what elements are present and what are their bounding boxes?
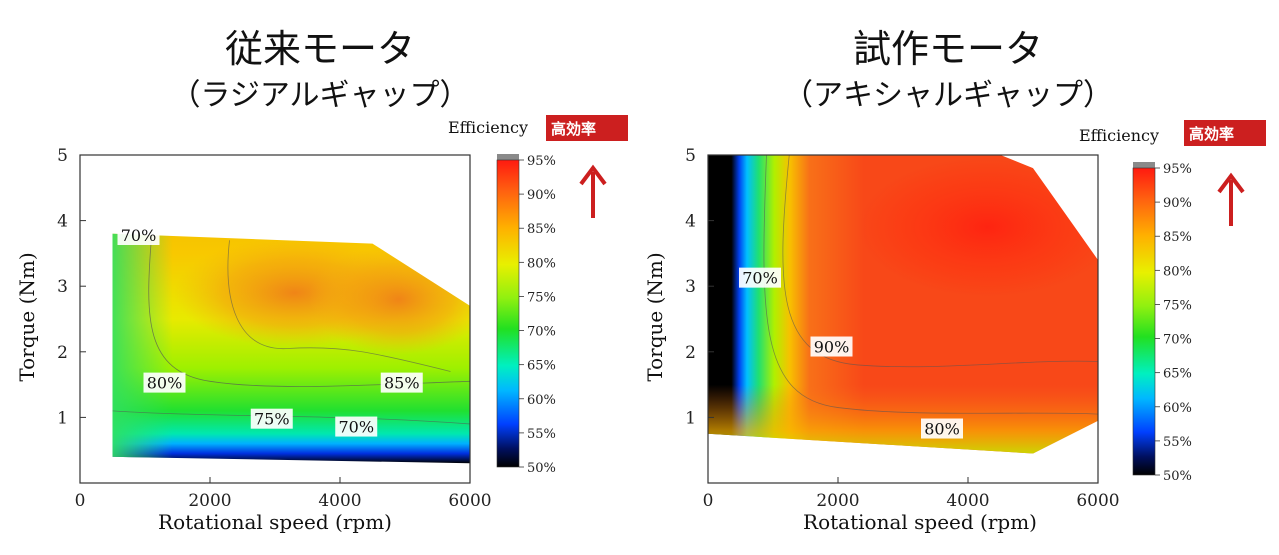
right-high-efficiency-badge	[1184, 120, 1266, 146]
contour-label: 70%	[121, 226, 157, 245]
y-tick-label: 4	[57, 212, 68, 232]
contour-label-bg	[810, 336, 853, 357]
y-tick-label: 5	[685, 146, 696, 166]
colorbar-tick-label: 55%	[1163, 435, 1192, 450]
plot-frame	[707, 154, 1099, 484]
colorbar-tick-label: 70%	[1163, 333, 1192, 348]
right-up-arrow-icon	[1217, 172, 1245, 226]
contour-label-bg	[250, 408, 293, 429]
y-tick-label: 1	[685, 408, 696, 428]
left-chart-svg: 0 2000 4000 6000 1 2 3 4 5 70% 80% 85% 75% 70% 95% 90…	[15, 115, 628, 534]
left-y-axis-label: Torque (Nm)	[15, 252, 39, 381]
contour-line	[782, 155, 1098, 368]
left-chart-title: 従来モータ	[224, 27, 415, 71]
right-chart-panel: 試作モータ （アキシャルギャップ）	[628, 0, 1268, 555]
contour-label-bg	[921, 418, 963, 439]
colorbar-tick-label: 50%	[1163, 469, 1192, 484]
contour-label: 80%	[924, 420, 960, 439]
x-tick-label: 4000	[318, 491, 361, 511]
y-tick-label: 5	[57, 146, 68, 166]
y-tick-label: 3	[57, 277, 68, 297]
left-chart-subtitle: （ラジアルギャップ）	[170, 78, 470, 113]
peak-region	[308, 244, 470, 355]
left-colorbar: 95% 90% 85% 80% 75% 70% 65% 60% 55% 50%	[496, 154, 556, 476]
right-colorbar: 95% 90% 85% 80% 75% 70% 65% 60% 55% 50%	[1132, 162, 1192, 484]
colorbar-tick-label: 75%	[1163, 298, 1192, 313]
colorbar-tick-label: 80%	[1163, 264, 1192, 279]
colorbar-tick-label: 50%	[527, 461, 556, 476]
left-up-arrow-icon	[579, 164, 607, 218]
x-tick-label: 0	[703, 491, 714, 511]
contour-label: 80%	[147, 374, 183, 393]
x-tick-label: 6000	[1076, 491, 1119, 511]
peak-region	[857, 157, 1098, 298]
left-plot-area	[112, 233, 470, 464]
right-contour-labels: 70% 90% 80%	[739, 267, 963, 439]
right-y-axis-label: Torque (Nm)	[643, 252, 667, 381]
colorbar-tick-label: 55%	[527, 427, 556, 442]
contour-label: 75%	[254, 410, 290, 429]
left-axes: 0 2000 4000 6000 1 2 3 4 5	[57, 146, 491, 511]
y-tick-label: 1	[57, 408, 68, 428]
colorbar-tick-label: 75%	[527, 290, 556, 305]
left-colorbar-label: Efficiency	[448, 118, 528, 137]
contour-label-bg	[335, 416, 378, 437]
colorbar-gradient	[1132, 167, 1156, 476]
x-tick-label: 4000	[946, 491, 989, 511]
colorbar-gradient	[496, 159, 520, 468]
low-speed-band	[112, 233, 173, 464]
right-chart-title: 試作モータ	[852, 27, 1043, 71]
y-tick-label: 4	[685, 212, 696, 232]
y-tick-label: 2	[57, 343, 68, 363]
left-high-efficiency-text: 高効率	[551, 120, 596, 138]
y-tick-label: 3	[685, 277, 696, 297]
right-x-axis-label: Rotational speed (rpm)	[803, 510, 1037, 534]
contour-label-bg	[739, 267, 781, 288]
colorbar-tick-label: 90%	[527, 188, 556, 203]
right-chart-subtitle: （アキシャルギャップ）	[783, 78, 1113, 113]
x-tick-label: 6000	[448, 491, 491, 511]
x-tick-label: 2000	[816, 491, 859, 511]
x-tick-label: 2000	[188, 491, 231, 511]
efficiency-map-r	[708, 155, 1098, 454]
contour-label: 70%	[742, 269, 778, 288]
contour-label: 70%	[338, 418, 374, 437]
contour-label-bg	[143, 372, 186, 393]
right-plot-area	[708, 155, 1098, 454]
left-high-efficiency-badge	[546, 115, 628, 141]
left-chart-panel: 従来モータ （ラジアルギャップ）	[15, 27, 628, 534]
colorbar-tick-label: 95%	[1163, 162, 1192, 177]
contour-label: 85%	[384, 374, 420, 393]
contour-line	[227, 240, 451, 372]
colorbar-tick-label: 65%	[1163, 367, 1192, 382]
right-colorbar-label: Efficiency	[1079, 126, 1159, 145]
colorbar-tick-label: 95%	[527, 154, 556, 169]
colorbar-tick-label: 60%	[1163, 401, 1192, 416]
colorbar-top-cap	[497, 154, 519, 160]
right-chart-svg: 0 2000 4000 6000 1 2 3 4 5 70% 90% 80% 95% 90% 85% 80…	[643, 120, 1266, 534]
colorbar-tick-label: 60%	[527, 393, 556, 408]
contour-label-bg	[380, 372, 423, 393]
colorbar-tick-label: 70%	[527, 325, 556, 340]
left-x-axis-label: Rotational speed (rpm)	[158, 510, 392, 534]
colorbar-top-cap	[1133, 162, 1155, 168]
colorbar-tick-label: 85%	[1163, 230, 1192, 245]
contour-label-bg	[117, 225, 160, 245]
y-tick-label: 2	[685, 343, 696, 363]
plot-frame	[79, 154, 471, 484]
left-contour-labels: 70% 80% 85% 75% 70%	[117, 225, 423, 437]
colorbar-tick-label: 85%	[527, 222, 556, 237]
colorbar-tick-label: 90%	[1163, 196, 1192, 211]
right-axes: 0 2000 4000 6000 1 2 3 4 5	[685, 146, 1119, 511]
colorbar-tick-label: 80%	[527, 256, 556, 271]
x-tick-label: 0	[75, 491, 86, 511]
efficiency-map-l	[112, 233, 470, 464]
colorbar-tick-label: 65%	[527, 359, 556, 374]
contour-label: 90%	[814, 338, 850, 357]
right-high-efficiency-text: 高効率	[1189, 125, 1234, 143]
